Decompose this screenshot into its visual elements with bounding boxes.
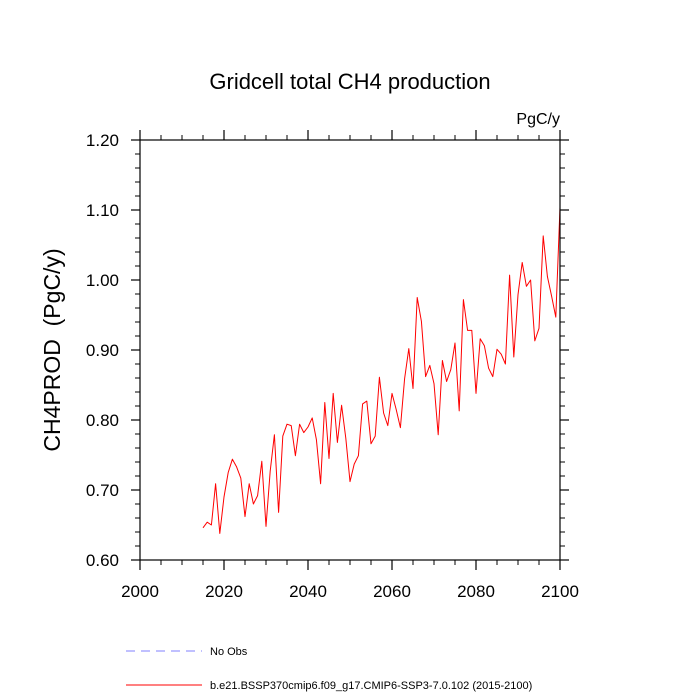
x-tick-label: 2080	[457, 582, 495, 601]
x-tick-label: 2020	[205, 582, 243, 601]
series-line	[202, 207, 561, 534]
y-tick-label: 1.00	[86, 271, 119, 290]
legend-label-no-obs: No Obs	[210, 646, 248, 658]
units-label: PgC/y	[516, 111, 560, 128]
x-tick-label: 2100	[541, 582, 579, 601]
plot-frame	[139, 139, 561, 561]
legend-label-series: b.e21.BSSP370cmip6.f09_g17.CMIP6-SSP3-7.…	[210, 680, 532, 692]
y-tick-label: 0.90	[86, 341, 119, 360]
y-tick-label: 1.10	[86, 201, 119, 220]
y-tick-label: 0.80	[86, 411, 119, 430]
y-tick-label: 0.60	[86, 551, 119, 570]
series-layer	[202, 207, 561, 534]
y-axis-label: CH4PROD (PgC/y)	[39, 248, 65, 451]
y-tick-label: 1.20	[86, 131, 119, 150]
x-tick-label: 2000	[121, 582, 159, 601]
legend: No Obs b.e21.BSSP370cmip6.f09_g17.CMIP6-S…	[126, 646, 532, 692]
y-tick-labels: 0.60 0.70 0.80 0.90 1.00 1.10 1.20	[86, 131, 119, 570]
x-tick-labels: 2000 2020 2040 2060 2080 2100	[121, 582, 579, 601]
x-tick-label: 2040	[289, 582, 327, 601]
y-tick-label: 0.70	[86, 481, 119, 500]
axis-ticks	[131, 130, 569, 570]
x-tick-label: 2060	[373, 582, 411, 601]
chart-title: Gridcell total CH4 production	[209, 69, 490, 94]
